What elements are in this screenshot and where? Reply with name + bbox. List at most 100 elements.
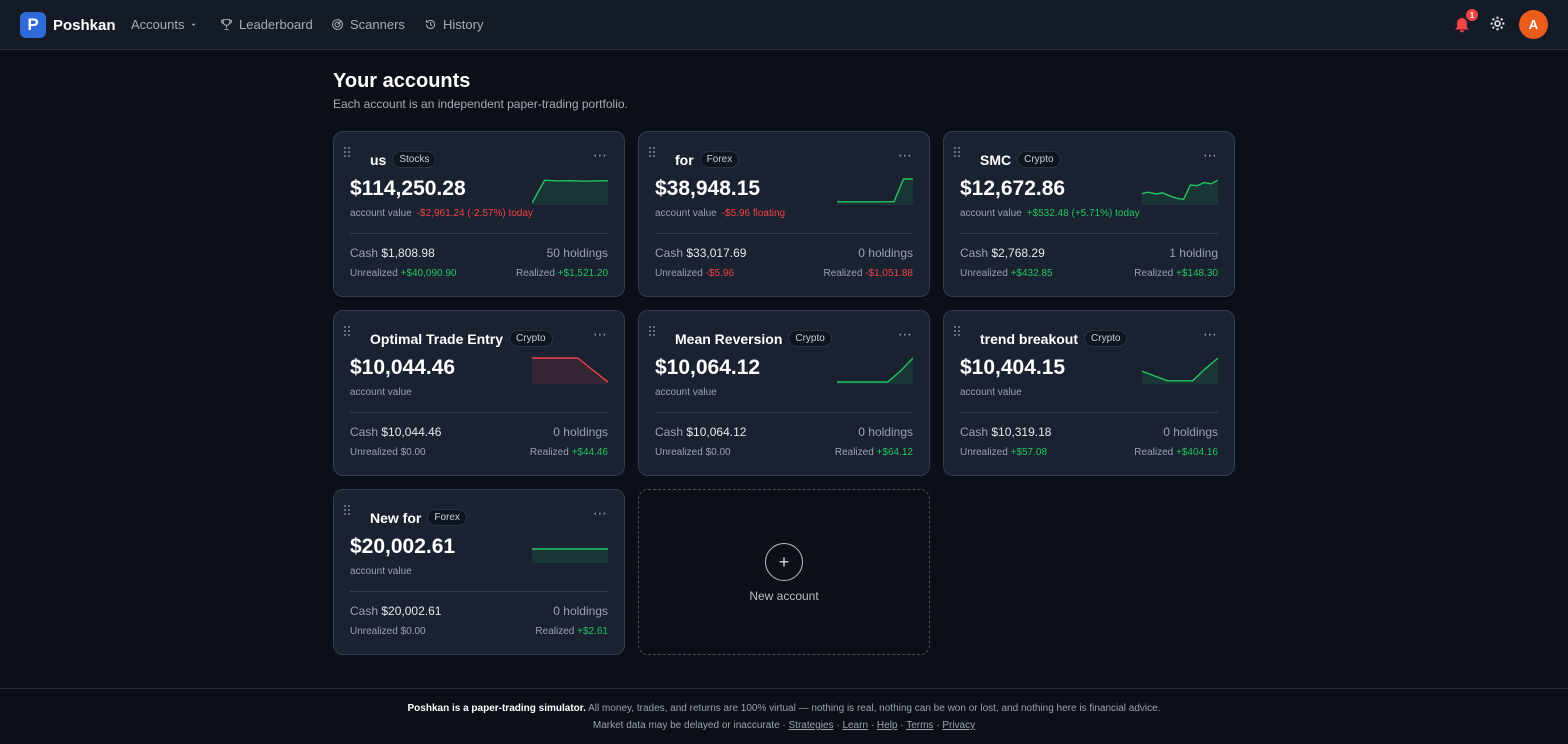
account-name-row: us Stocks: [370, 151, 437, 168]
new-account-button[interactable]: + New account: [638, 489, 930, 655]
drag-handle-icon[interactable]: [344, 147, 352, 159]
unrealized-value: $0.00: [400, 447, 426, 458]
realized-value: -$1,051.88: [865, 268, 913, 279]
nav-scanners-label: Scanners: [350, 17, 405, 32]
sparkline-chart: [837, 357, 913, 384]
asset-class-tag: Crypto: [1084, 330, 1128, 347]
cash-value: $10,319.18: [991, 425, 1052, 439]
realized-label: Realized: [515, 268, 555, 279]
footer-link-terms[interactable]: Terms: [906, 720, 934, 731]
realized-value: +$2.61: [577, 626, 608, 637]
realized-label: Realized: [535, 626, 575, 637]
holdings-count: 1 holding: [1169, 246, 1218, 260]
unrealized-value: $0.00: [400, 626, 426, 637]
more-options-icon[interactable]: ⋯: [1203, 147, 1218, 163]
cash-row: Cash $33,017.69: [655, 246, 746, 260]
nav-leaderboard-label: Leaderboard: [239, 17, 313, 32]
nav-scanners[interactable]: Scanners: [331, 17, 405, 32]
holdings-count: 0 holdings: [553, 604, 608, 618]
card-divider: [350, 591, 608, 592]
more-options-icon[interactable]: ⋯: [898, 326, 913, 342]
realized-row: Realized -$1,051.88: [823, 268, 913, 279]
footer-link-learn[interactable]: Learn: [842, 720, 869, 731]
account-card[interactable]: SMC Crypto ⋯ $12,672.86 account value +$532.4…: [943, 131, 1235, 297]
sparkline-area: [1142, 358, 1218, 384]
drag-handle-icon[interactable]: [344, 505, 352, 517]
account-value-label: account value: [960, 387, 1022, 398]
realized-label: Realized: [1134, 447, 1174, 458]
account-name-row: trend breakout Crypto: [980, 330, 1128, 347]
account-name-row: for Forex: [675, 151, 740, 168]
realized-row: Realized +$2.61: [535, 626, 608, 637]
sparkline-line: [532, 179, 608, 204]
nav-leaderboard[interactable]: Leaderboard: [220, 17, 313, 32]
drag-handle-icon[interactable]: [954, 147, 962, 159]
account-name: for: [675, 151, 694, 168]
account-card[interactable]: Mean Reversion Crypto ⋯ $10,064.12 account v…: [638, 310, 930, 476]
realized-label: Realized: [529, 447, 569, 458]
holdings-count: 0 holdings: [858, 425, 913, 439]
bell-icon[interactable]: [1453, 15, 1471, 33]
gear-icon[interactable]: [1489, 15, 1506, 32]
footer-link-strategies[interactable]: Strategies: [788, 720, 834, 731]
realized-row: Realized +$148.30: [1134, 268, 1218, 279]
realized-label: Realized: [1134, 268, 1174, 279]
plus-icon: +: [765, 543, 803, 581]
account-card[interactable]: Optimal Trade Entry Crypto ⋯ $10,044.46 acco…: [333, 310, 625, 476]
realized-label: Realized: [823, 268, 863, 279]
footer-separator: ·: [833, 720, 843, 731]
footer-separator: ·: [897, 720, 907, 731]
cash-value: $33,017.69: [686, 246, 747, 260]
cash-label: Cash: [655, 246, 684, 260]
history-icon: [425, 19, 436, 30]
realized-value: +$404.16: [1176, 447, 1218, 458]
account-name: us: [370, 151, 387, 168]
unrealized-value: +$57.08: [1010, 447, 1048, 458]
footer-separator: ·: [868, 720, 877, 731]
account-name-row: SMC Crypto: [980, 151, 1061, 168]
account-card[interactable]: New for Forex ⋯ $20,002.61 account value Cash…: [333, 489, 625, 655]
footer-link-privacy[interactable]: Privacy: [942, 720, 976, 731]
more-options-icon[interactable]: ⋯: [898, 147, 913, 163]
more-options-icon[interactable]: ⋯: [593, 147, 608, 163]
realized-value: +$1,521.20: [557, 268, 608, 279]
nav-accounts[interactable]: Accounts: [131, 17, 197, 32]
account-value-row: account value: [350, 387, 417, 398]
footer-separator: ·: [933, 720, 943, 731]
brand-logo-letter: P: [27, 15, 39, 34]
realized-value: +$148.30: [1176, 268, 1218, 279]
sparkline-chart: [532, 548, 608, 563]
sparkline-area: [1142, 180, 1218, 205]
drag-handle-icon[interactable]: [649, 326, 657, 338]
account-card[interactable]: trend breakout Crypto ⋯ $10,404.15 account v…: [943, 310, 1235, 476]
more-options-icon[interactable]: ⋯: [593, 505, 608, 521]
more-options-icon[interactable]: ⋯: [1203, 326, 1218, 342]
unrealized-row: Unrealized $0.00: [350, 626, 426, 637]
sparkline-line: [837, 357, 913, 383]
realized-value: +$44.46: [571, 447, 608, 458]
top-nav: P Poshkan Accounts Leaderboard Scanners …: [0, 0, 1568, 50]
cash-label: Cash: [960, 246, 989, 260]
nav-history[interactable]: History: [424, 17, 483, 32]
account-card[interactable]: for Forex ⋯ $38,948.15 account value -$5.96 f…: [638, 131, 930, 297]
asset-class-tag: Forex: [427, 509, 467, 526]
account-value-row: account value -$2,961.24 (-2.57%) today: [350, 208, 533, 219]
brand[interactable]: P Poshkan: [20, 12, 116, 38]
unrealized-row: Unrealized -$5.96: [655, 268, 734, 279]
cash-value: $10,064.12: [686, 425, 747, 439]
cash-value: $1,808.98: [381, 246, 435, 260]
daily-change: +$532.48 (+5.71%) today: [1026, 208, 1140, 219]
account-value-label: account value: [350, 566, 412, 577]
account-card[interactable]: us Stocks ⋯ $114,250.28 account value -$2,961…: [333, 131, 625, 297]
drag-handle-icon[interactable]: [344, 326, 352, 338]
drag-handle-icon[interactable]: [954, 326, 962, 338]
unrealized-label: Unrealized: [960, 268, 1008, 279]
drag-handle-icon[interactable]: [649, 147, 657, 159]
new-account-label: New account: [749, 589, 819, 603]
account-name-row: Optimal Trade Entry Crypto: [370, 330, 553, 347]
account-value: $10,044.46: [350, 356, 456, 379]
more-options-icon[interactable]: ⋯: [593, 326, 608, 342]
footer-link-help[interactable]: Help: [876, 720, 898, 731]
avatar[interactable]: A: [1519, 10, 1548, 39]
cash-label: Cash: [350, 246, 379, 260]
